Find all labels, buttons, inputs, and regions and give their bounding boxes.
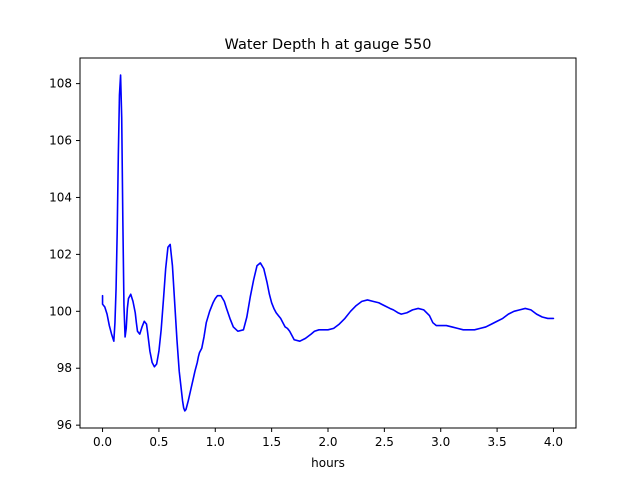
y-tick-label: 98 [57, 361, 72, 375]
y-tick-label: 104 [49, 190, 72, 204]
chart-title: Water Depth h at gauge 550 [225, 37, 432, 53]
x-tick-label: 2.0 [318, 435, 337, 449]
series-line-0 [101, 74, 555, 412]
y-tick-label: 106 [49, 134, 72, 148]
y-tick-label: 108 [49, 77, 72, 91]
x-axis-label: hours [311, 456, 345, 470]
x-tick-label: 3.0 [431, 435, 450, 449]
x-tick-label: 0.0 [93, 435, 112, 449]
x-tick-label: 3.5 [488, 435, 507, 449]
x-tick-label: 4.0 [544, 435, 563, 449]
x-axis-ticks: 0.0 0.5 1.0 1.5 2.0 2.5 3.0 3.5 4.0 [93, 428, 563, 449]
y-tick-label: 100 [49, 304, 72, 318]
x-tick-label: 2.5 [375, 435, 394, 449]
series-layer [101, 74, 555, 412]
y-tick-label: 96 [57, 418, 72, 432]
x-tick-label: 1.5 [262, 435, 281, 449]
x-tick-label: 1.0 [206, 435, 225, 449]
y-tick-label: 102 [49, 247, 72, 261]
y-axis-ticks: 96 98 100 102 104 106 108 [49, 77, 80, 432]
plot-area [80, 58, 576, 428]
x-tick-label: 0.5 [149, 435, 168, 449]
